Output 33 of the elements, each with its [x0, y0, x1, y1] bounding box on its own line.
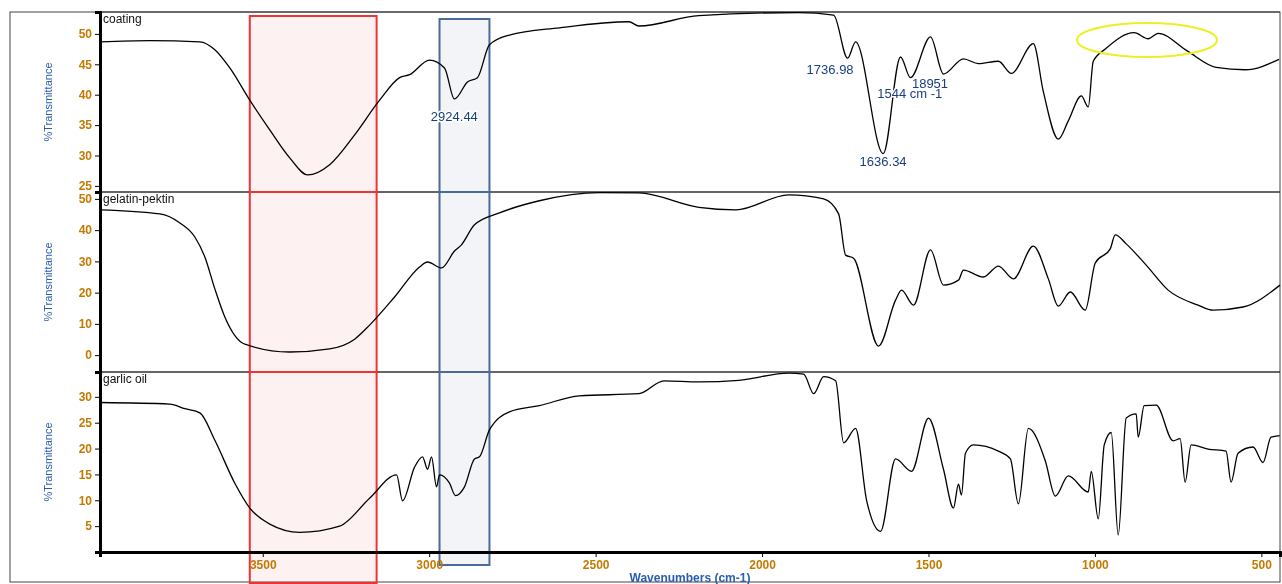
- y-tick-label: 25: [78, 416, 93, 431]
- annotation: 1736.98: [806, 62, 854, 78]
- y-tick-label: 50: [78, 192, 93, 207]
- chart-title: garlic oil: [103, 372, 148, 386]
- y-tick-label: 35: [78, 118, 93, 133]
- y-tick-label: 5: [85, 519, 93, 534]
- x-tick-label: 500: [1251, 557, 1273, 572]
- x-tick-label: 2500: [582, 557, 610, 572]
- y-tick-label: 30: [78, 254, 93, 269]
- y-tick-label: 30: [78, 148, 93, 163]
- x-tick-label: 1000: [1082, 557, 1110, 572]
- y-tick-label: 40: [78, 223, 93, 238]
- chart-title: coating: [103, 12, 142, 26]
- y-tick-label: 15: [78, 467, 93, 482]
- y-axis-title: %Transmittance: [42, 62, 54, 142]
- y-tick-label: 20: [78, 441, 93, 456]
- y-tick-label: 0: [85, 348, 93, 363]
- y-tick-label: 40: [78, 88, 93, 103]
- y-axis-title: %Transmittance: [42, 242, 54, 322]
- x-tick-label: 1500: [915, 557, 943, 572]
- y-tick-label: 45: [78, 57, 93, 72]
- y-tick-label: 25: [78, 179, 93, 194]
- x-tick-label: 3000: [416, 557, 444, 572]
- y-tick-label: 50: [78, 27, 93, 42]
- y-tick-label: 20: [78, 285, 93, 300]
- y-axis-title: %Transmittance: [42, 422, 54, 502]
- chart-title: gelatin-pektin: [103, 192, 175, 206]
- x-tick-label: 2000: [749, 557, 777, 572]
- y-tick-label: 10: [78, 317, 93, 332]
- annotation: 1636.34: [859, 153, 907, 169]
- y-tick-label: 30: [78, 390, 93, 405]
- x-axis-title: Wavenumbers (cm-1): [629, 571, 751, 584]
- y-tick-label: 10: [78, 493, 93, 508]
